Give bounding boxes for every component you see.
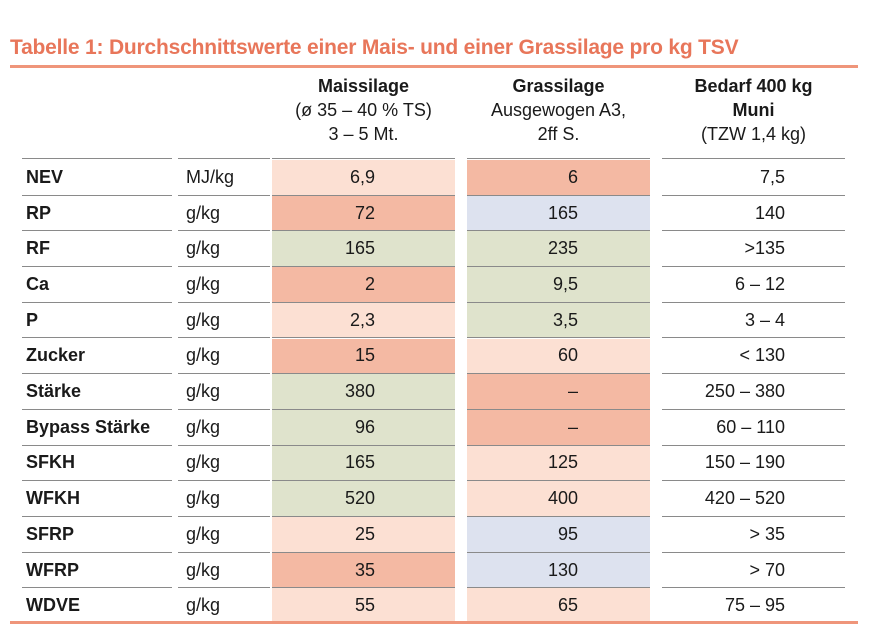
table-row: SFKH g/kg 165 125 150 – 190 [0,445,880,482]
table-row: SFRP g/kg 25 95 > 35 [0,517,880,553]
row-maissilage-value: 6,9 [272,160,455,196]
header-maissilage: Maissilage (ø 35 – 40 % TS) 3 – 5 Mt. [272,74,455,146]
row-name: Bypass Stärke [22,410,172,446]
header-bedarf-title2: Muni [732,100,775,120]
row-unit: g/kg [178,517,270,553]
header-rule-mais [272,158,455,159]
header-grassilage-sub1: Ausgewogen A3, [490,100,627,120]
row-bedarf-value: >135 [662,231,845,268]
row-bedarf-value: 60 – 110 [662,410,845,446]
row-name: SFKH [22,446,172,482]
row-unit: g/kg [178,231,270,268]
row-maissilage-value: 2 [272,267,455,303]
table-row: WDVE g/kg 55 65 75 – 95 [0,588,880,625]
bottom-rule [10,621,858,624]
row-name: WDVE [22,588,172,625]
header-rule-unit [178,158,270,159]
table-row: RF g/kg 165 235 >135 [0,231,880,268]
row-name: P [22,303,172,339]
header-rule-gras [467,158,650,159]
row-grassilage-value: 125 [467,445,650,482]
title-rule [10,65,858,68]
row-name: SFRP [22,517,172,553]
row-name: Stärke [22,374,172,410]
row-grassilage-value: 235 [467,231,650,268]
header-grassilage-title: Grassilage [512,76,605,96]
row-bedarf-value: < 130 [662,339,845,375]
row-unit: MJ/kg [178,160,270,196]
row-unit: g/kg [178,339,270,375]
row-unit: g/kg [178,196,270,232]
row-grassilage-value: – [467,374,650,410]
row-unit: g/kg [178,410,270,446]
row-bedarf-value: > 70 [662,553,845,589]
table-row: Ca g/kg 2 9,5 6 – 12 [0,267,880,303]
table-row: WFRP g/kg 35 130 > 70 [0,552,880,589]
row-name: Zucker [22,339,172,375]
table-row: Bypass Stärke g/kg 96–60 – 110 [0,409,880,446]
row-grassilage-value: 3,5 [467,302,650,339]
row-unit: g/kg [178,553,270,589]
row-maissilage-value: 72 [272,195,455,232]
header-maissilage-sub2: 3 – 5 Mt. [328,124,399,144]
row-maissilage-value: 96 [272,409,455,446]
row-grassilage-value: 400 [467,481,650,517]
row-maissilage-value: 15 [272,338,455,375]
row-bedarf-value: 75 – 95 [662,588,845,625]
row-bedarf-value: 420 – 520 [662,481,845,517]
header-grassilage-sub2: 2ff S. [537,124,580,144]
row-bedarf-value: > 35 [662,517,845,553]
row-bedarf-value: 3 – 4 [662,303,845,339]
header-rule-bedarf [662,158,845,159]
table-row: Zucker g/kg 15 60 < 130 [0,338,880,375]
row-grassilage-value: 6 [467,160,650,196]
header-maissilage-title: Maissilage [317,76,410,96]
header-maissilage-sub1: (ø 35 – 40 % TS) [295,100,432,120]
row-grassilage-value: 9,5 [467,267,650,303]
row-grassilage-value: 165 [467,195,650,232]
header-bedarf-title: Bedarf 400 kg [694,76,813,96]
header-bedarf-sub: (TZW 1,4 kg) [700,124,806,144]
row-maissilage-value: 165 [272,445,455,482]
row-unit: g/kg [178,446,270,482]
row-bedarf-value: 250 – 380 [662,374,845,410]
row-grassilage-value: 65 [467,588,650,625]
row-unit: g/kg [178,303,270,339]
row-name: Ca [22,267,172,303]
row-maissilage-value: 35 [272,552,455,589]
row-bedarf-value: 150 – 190 [662,446,845,482]
header-grassilage: Grassilage Ausgewogen A3, 2ff S. [467,74,650,146]
header-bedarf: Bedarf 400 kg Muni (TZW 1,4 kg) [662,74,845,146]
row-name: WFKH [22,481,172,517]
row-maissilage-value: 380 [272,374,455,410]
table-row: NEV MJ/kg 6,9 6 7,5 [0,160,880,196]
row-unit: g/kg [178,374,270,410]
row-maissilage-value: 55 [272,588,455,625]
row-grassilage-value: 95 [467,517,650,553]
row-maissilage-value: 165 [272,231,455,268]
row-unit: g/kg [178,267,270,303]
row-name: RP [22,196,172,232]
row-name: NEV [22,160,172,196]
header-rule-name [22,158,172,159]
row-maissilage-value: 25 [272,517,455,553]
row-maissilage-value: 2,3 [272,302,455,339]
row-bedarf-value: 140 [662,196,845,232]
row-name: RF [22,231,172,268]
row-maissilage-value: 520 [272,481,455,517]
row-bedarf-value: 6 – 12 [662,267,845,303]
row-grassilage-value: 60 [467,338,650,375]
row-unit: g/kg [178,588,270,625]
row-bedarf-value: 7,5 [662,160,845,196]
row-unit: g/kg [178,481,270,517]
row-name: WFRP [22,553,172,589]
table-row: Stärke g/kg 380–250 – 380 [0,374,880,410]
table-row: WFKH g/kg 520 400 420 – 520 [0,481,880,517]
row-grassilage-value: – [467,409,650,446]
table-row: RP g/kg 72 165 140 [0,195,880,232]
row-grassilage-value: 130 [467,552,650,589]
table-title: Tabelle 1: Durchschnittswerte einer Mais… [10,36,739,59]
